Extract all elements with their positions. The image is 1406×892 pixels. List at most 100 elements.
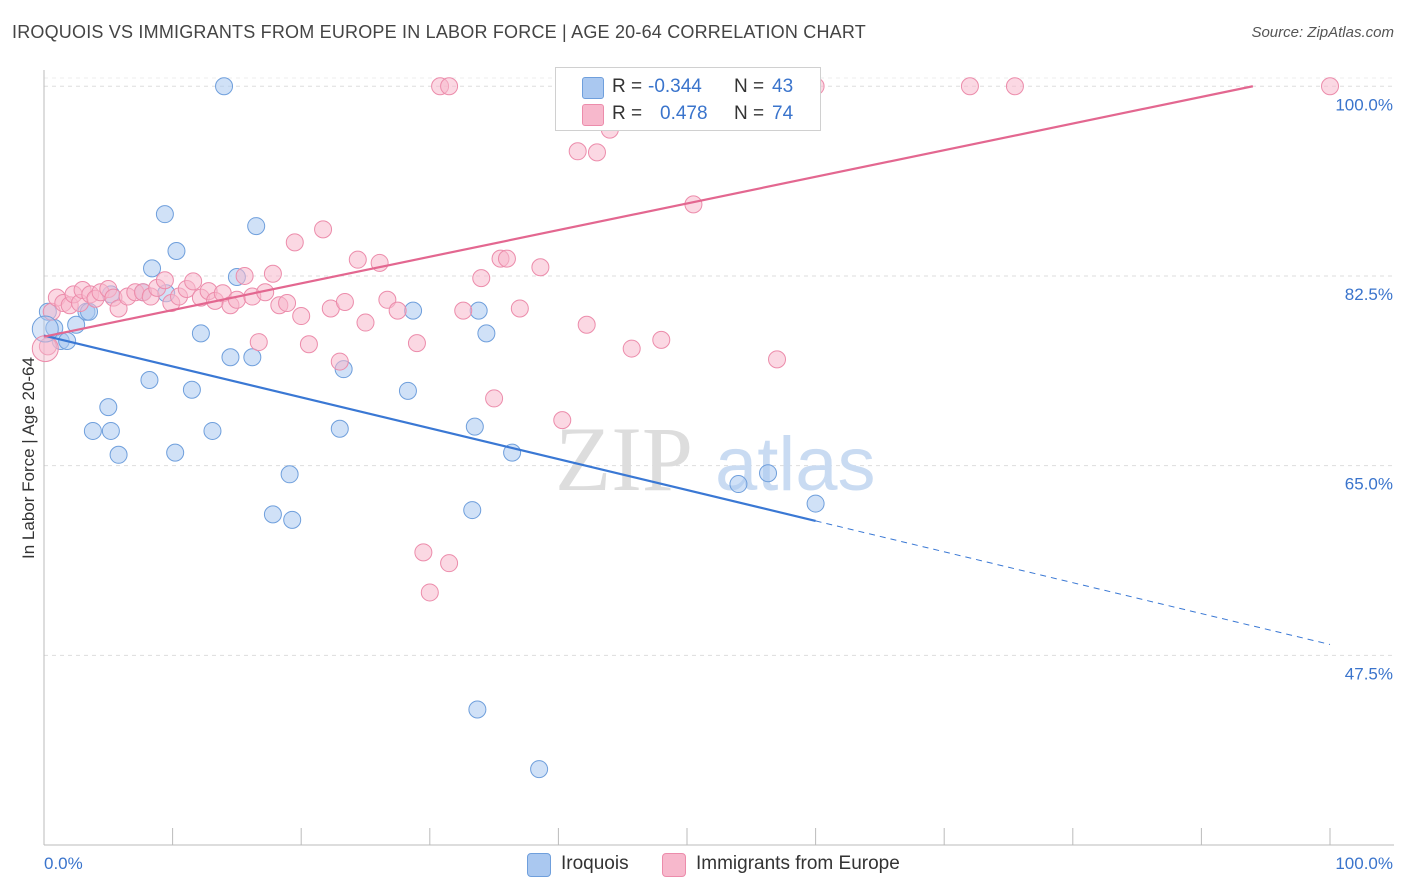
- chart-title: IROQUOIS VS IMMIGRANTS FROM EUROPE IN LA…: [12, 22, 866, 42]
- legend-r-label: R =: [612, 103, 643, 124]
- immigrants-point: [314, 220, 333, 239]
- iroquois-trend-extension: [815, 520, 1331, 645]
- immigrants-point: [587, 143, 606, 162]
- legend-swatch-immigrants: [582, 104, 604, 126]
- immigrants-point: [622, 339, 641, 358]
- iroquois-point: [166, 443, 185, 462]
- immigrants-point: [263, 264, 282, 283]
- immigrants-point: [348, 250, 367, 269]
- tick-labels: 100.0% 82.5% 65.0% 47.5% 0.0% 100.0%: [43, 95, 1393, 873]
- iroquois-point: [263, 505, 282, 524]
- immigrants-point: [472, 269, 491, 288]
- immigrants-trend-line: [43, 85, 1254, 338]
- iroquois-point: [729, 475, 748, 494]
- iroquois-point: [203, 421, 222, 440]
- immigrants-point: [356, 313, 375, 332]
- immigrants-point: [485, 389, 504, 408]
- immigrants-point: [388, 301, 407, 320]
- watermark-atlas: atlas: [715, 422, 876, 507]
- legend-r-value: -0.344: [648, 76, 702, 97]
- y-tick-label: 100.0%: [1335, 95, 1393, 114]
- iroquois-point: [155, 205, 174, 224]
- legend-swatch-immigrants: [662, 853, 686, 877]
- immigrants-point: [420, 583, 439, 602]
- y-tick-label: 82.5%: [1345, 285, 1393, 304]
- immigrants-point: [1005, 77, 1024, 96]
- immigrants-point: [330, 352, 349, 371]
- iroquois-point: [247, 217, 266, 236]
- immigrants-point: [497, 249, 516, 268]
- y-tick-label: 65.0%: [1345, 475, 1393, 494]
- x-tick-label: 0.0%: [44, 854, 83, 873]
- immigrants-point: [577, 315, 596, 334]
- iroquois-point: [167, 242, 186, 261]
- iroquois-point: [243, 348, 262, 367]
- iroquois-point: [182, 380, 201, 399]
- iroquois-point: [404, 301, 423, 320]
- iroquois-point: [109, 445, 128, 464]
- grid-lines: [44, 77, 1394, 656]
- immigrants-point: [768, 350, 787, 369]
- correlation-legend: R = -0.344 N = 43 R = 0.478 N = 74: [555, 67, 821, 131]
- watermark-zip: ZIP: [555, 408, 693, 510]
- immigrants-point: [440, 77, 459, 96]
- immigrants-point: [440, 554, 459, 573]
- legend-r-label: R =: [612, 76, 643, 97]
- iroquois-point: [469, 301, 488, 320]
- immigrants-point: [278, 294, 297, 313]
- immigrants-point: [652, 330, 671, 349]
- immigrants-point: [335, 292, 354, 311]
- immigrants-point: [960, 77, 979, 96]
- immigrants-point: [414, 543, 433, 562]
- iroquois-point: [280, 465, 299, 484]
- watermark: ZIP atlas: [555, 408, 876, 510]
- immigrants-point: [510, 299, 529, 318]
- iroquois-point: [330, 419, 349, 438]
- immigrants-point: [531, 258, 550, 277]
- iroquois-point: [530, 760, 549, 779]
- legend-n-value: 74: [772, 103, 794, 124]
- legend-n-label: N =: [734, 76, 765, 97]
- iroquois-point: [140, 371, 159, 389]
- immigrants-point: [109, 299, 128, 318]
- y-axis-label: In Labor Force | Age 20-64: [19, 357, 38, 559]
- source-label: Source: ZipAtlas.com: [1251, 24, 1394, 41]
- trend-lines: [43, 85, 1331, 645]
- legend-label-iroquois: Iroquois: [561, 853, 629, 874]
- iroquois-point: [215, 77, 234, 96]
- legend-label-immigrants: Immigrants from Europe: [696, 853, 900, 874]
- legend-swatch-iroquois: [527, 853, 551, 877]
- immigrants-point: [155, 271, 174, 290]
- immigrants-point: [227, 290, 246, 309]
- immigrants-point: [1321, 77, 1339, 96]
- immigrants-point: [454, 301, 473, 320]
- legend-n-label: N =: [734, 103, 765, 124]
- legend-swatch-iroquois: [582, 77, 604, 99]
- immigrants-point: [568, 142, 587, 161]
- iroquois-point: [398, 381, 417, 400]
- immigrants-point: [553, 411, 572, 430]
- immigrants-point: [184, 272, 203, 291]
- iroquois-point: [477, 324, 496, 343]
- x-tick-label: 100.0%: [1335, 854, 1393, 873]
- immigrants-point: [299, 335, 318, 354]
- iroquois-point: [83, 421, 102, 440]
- iroquois-point: [101, 421, 120, 440]
- iroquois-point: [221, 348, 240, 367]
- iroquois-point: [463, 501, 482, 520]
- axes: [43, 70, 1394, 846]
- iroquois-trend-line: [43, 334, 816, 522]
- iroquois-point: [143, 259, 162, 278]
- immigrants-point: [285, 233, 304, 252]
- iroquois-point: [806, 494, 825, 513]
- iroquois-point: [191, 324, 210, 343]
- legend-n-value: 43: [772, 76, 794, 97]
- immigrants-point: [249, 333, 268, 352]
- iroquois-point: [468, 700, 487, 719]
- legend-r-value: 0.478: [660, 103, 708, 124]
- immigrants-point: [407, 334, 426, 353]
- y-tick-label: 47.5%: [1345, 664, 1393, 683]
- iroquois-point: [283, 510, 302, 529]
- iroquois-point: [99, 398, 118, 417]
